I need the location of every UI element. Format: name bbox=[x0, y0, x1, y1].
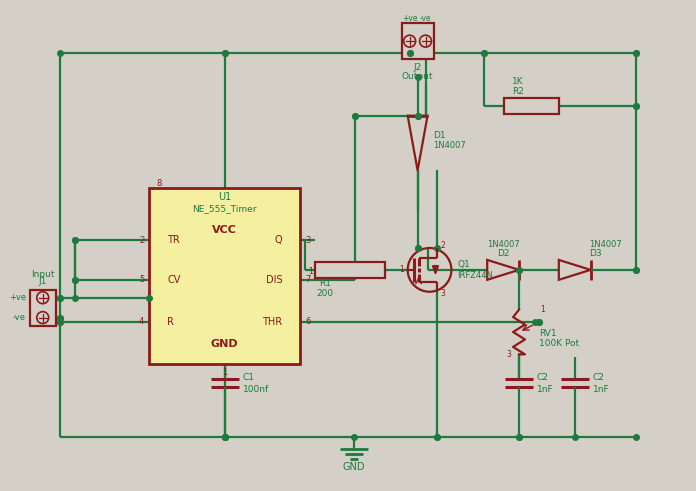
Text: NE_555_Timer: NE_555_Timer bbox=[193, 204, 257, 213]
Text: -ve: -ve bbox=[420, 14, 432, 23]
Text: 2: 2 bbox=[139, 236, 144, 245]
Text: 1: 1 bbox=[540, 305, 545, 314]
Text: Output: Output bbox=[402, 73, 434, 82]
Bar bbox=[149, 189, 300, 364]
Bar bbox=[504, 98, 559, 114]
Text: 1: 1 bbox=[399, 265, 404, 274]
Text: 1N4007: 1N4007 bbox=[434, 140, 466, 150]
Text: GND: GND bbox=[211, 339, 239, 350]
Text: C2: C2 bbox=[592, 373, 605, 382]
Text: 1: 1 bbox=[308, 268, 313, 276]
Text: U1: U1 bbox=[218, 192, 231, 202]
Text: C1: C1 bbox=[243, 373, 255, 382]
Text: Q1: Q1 bbox=[457, 260, 470, 270]
Text: 1N4007: 1N4007 bbox=[589, 240, 622, 248]
Text: 1nF: 1nF bbox=[537, 384, 553, 394]
Text: RV1: RV1 bbox=[539, 329, 557, 338]
Text: VCC: VCC bbox=[212, 225, 237, 235]
Text: R2: R2 bbox=[512, 87, 524, 96]
Text: DIS: DIS bbox=[266, 275, 283, 285]
Text: 100nf: 100nf bbox=[243, 384, 269, 394]
Text: 100K Pot: 100K Pot bbox=[539, 339, 579, 349]
Text: 1N4007: 1N4007 bbox=[487, 240, 519, 248]
Text: +ve: +ve bbox=[402, 14, 418, 23]
Text: R: R bbox=[167, 317, 174, 327]
Text: 2: 2 bbox=[441, 242, 445, 250]
Text: GND: GND bbox=[342, 462, 365, 472]
Text: CV: CV bbox=[167, 275, 180, 285]
Polygon shape bbox=[432, 266, 438, 274]
Text: J1: J1 bbox=[38, 277, 47, 286]
Text: THR: THR bbox=[262, 317, 283, 327]
Text: Q: Q bbox=[275, 235, 283, 245]
Text: 8: 8 bbox=[157, 179, 161, 188]
Text: 1nF: 1nF bbox=[592, 384, 609, 394]
Text: D3: D3 bbox=[589, 249, 601, 258]
Text: 200: 200 bbox=[317, 289, 333, 298]
Text: 3: 3 bbox=[506, 350, 511, 359]
Text: R1: R1 bbox=[319, 279, 331, 288]
Text: 3: 3 bbox=[306, 236, 310, 245]
Text: TR: TR bbox=[167, 235, 180, 245]
Text: -ve: -ve bbox=[13, 313, 26, 322]
Text: 7: 7 bbox=[306, 275, 310, 284]
Text: Input: Input bbox=[31, 271, 54, 279]
Text: D1: D1 bbox=[434, 131, 446, 139]
Text: 1: 1 bbox=[222, 368, 228, 377]
Text: 6: 6 bbox=[306, 317, 310, 326]
Text: D2: D2 bbox=[497, 249, 509, 258]
Text: 3: 3 bbox=[441, 289, 445, 298]
Text: J2: J2 bbox=[413, 62, 422, 72]
Text: +ve: +ve bbox=[9, 293, 26, 302]
Text: 5: 5 bbox=[139, 275, 144, 284]
Bar bbox=[30, 290, 56, 326]
Text: 1K: 1K bbox=[512, 78, 524, 86]
Text: IRFZ44N: IRFZ44N bbox=[457, 272, 493, 280]
Text: 4: 4 bbox=[139, 317, 144, 326]
Bar bbox=[402, 23, 434, 59]
Bar bbox=[315, 262, 385, 278]
Text: C2: C2 bbox=[537, 373, 549, 382]
